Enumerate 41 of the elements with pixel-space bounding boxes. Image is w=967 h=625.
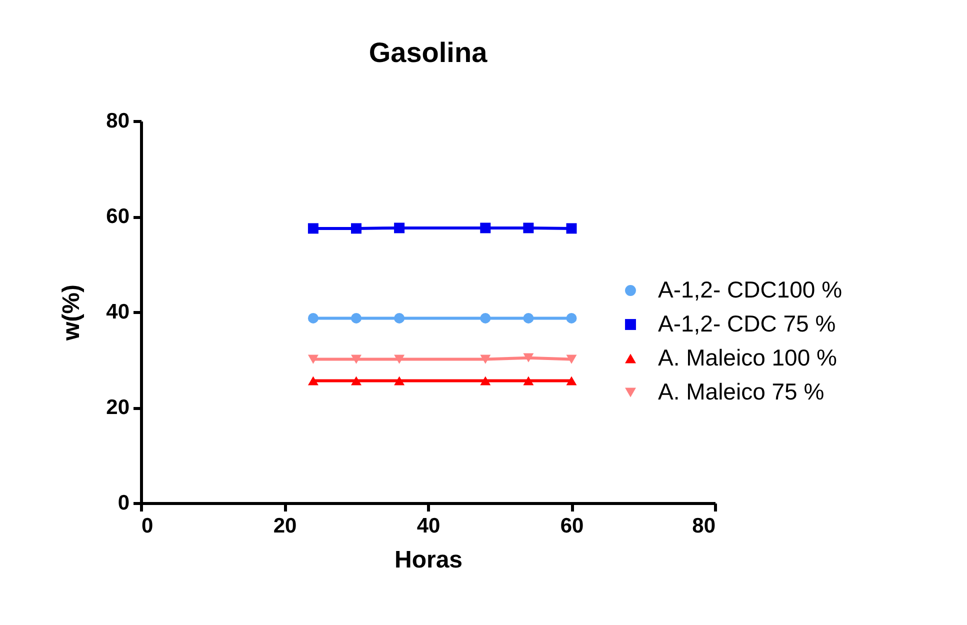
point (394, 222, 405, 234)
y-axis-title: w(%) (58, 284, 86, 342)
legend-label: A-1,2- CDC100 % (658, 276, 842, 302)
point (351, 376, 362, 386)
y-tick-label: 40 (106, 300, 130, 324)
point (566, 223, 577, 234)
point (523, 353, 534, 362)
point (480, 312, 491, 324)
x-tick-label: 0 (142, 514, 154, 538)
x-tick-label: 40 (416, 514, 440, 538)
chart-title: Gasolina (368, 37, 488, 68)
y-tick-label: 0 (118, 492, 130, 514)
point (566, 354, 577, 364)
point (308, 354, 318, 364)
point (308, 223, 318, 234)
legend-label: A. Maleico 75 % (658, 378, 824, 404)
point (351, 223, 362, 234)
point (566, 376, 577, 386)
y-tick-label: 60 (106, 205, 130, 228)
y-tick-label: 80 (106, 110, 130, 132)
point (523, 222, 534, 234)
legend-label: A-1,2- CDC 75 % (658, 310, 836, 336)
x-tick-label: 80 (692, 514, 716, 538)
point (351, 354, 362, 364)
legend-label: A. Maleico 100 % (658, 344, 837, 370)
x-tick-label: 60 (560, 514, 584, 538)
x-tick-label: 20 (273, 514, 297, 538)
point (394, 376, 405, 386)
point (523, 376, 534, 386)
point (351, 312, 362, 324)
point (480, 376, 491, 386)
point (308, 376, 318, 386)
x-axis-title: Horas (394, 546, 463, 574)
y-tick-label: 20 (106, 396, 130, 419)
point (394, 312, 405, 324)
point (308, 312, 318, 324)
point (394, 354, 405, 364)
point (566, 312, 577, 324)
point (523, 312, 534, 324)
point (480, 354, 491, 364)
point (480, 222, 491, 234)
